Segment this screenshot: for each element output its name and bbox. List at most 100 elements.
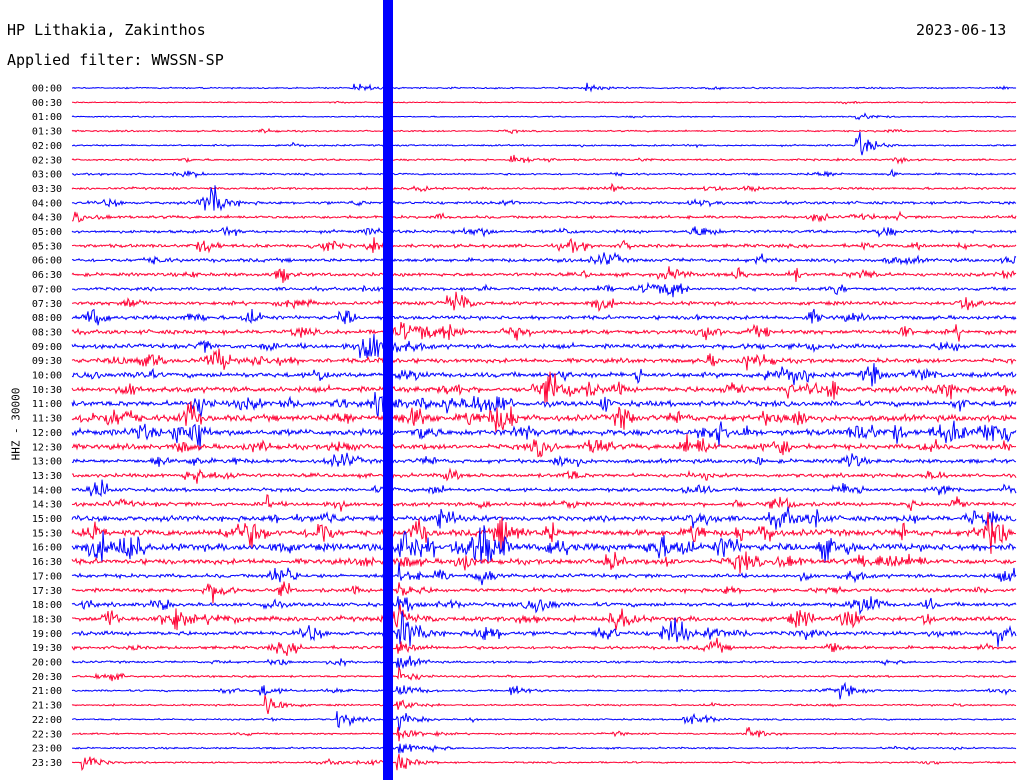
seismic-trace-0100 [71,112,1017,121]
seismic-trace-2230 [71,726,1017,742]
time-tick-label: 11:00 [32,399,62,410]
time-tick-label: 19:30 [32,643,62,654]
major-earthquake-trace [383,0,393,780]
time-tick-label: 06:00 [32,256,62,267]
seismic-trace-1830 [71,604,1017,631]
seismic-trace-0600 [71,251,1017,266]
seismic-trace-1300 [71,452,1017,468]
time-tick-label: 17:30 [32,586,62,597]
seismic-trace-0230 [71,154,1017,165]
time-tick-label: 00:00 [32,84,62,95]
seismic-trace-0800 [71,308,1017,326]
time-tick-label: 13:00 [32,457,62,468]
time-tick-label: 07:30 [32,299,62,310]
seismic-trace-2000 [71,655,1017,670]
seismic-trace-0430 [71,210,1017,223]
seismic-trace-1730 [71,581,1017,604]
time-tick-label: 14:00 [32,485,62,496]
time-tick-label: 10:00 [32,371,62,382]
seismic-trace-2300 [71,743,1017,754]
plot-date: 2023-06-13 [916,21,1007,39]
seismic-trace-0400 [71,185,1017,212]
time-tick-label: 23:00 [32,744,62,755]
time-tick-label: 04:30 [32,213,62,224]
time-tick-label: 05:00 [32,227,62,238]
time-tick-label: 21:30 [32,701,62,712]
seismic-trace-2330 [71,753,1017,772]
time-tick-label: 17:00 [32,571,62,582]
seismic-trace-0630 [71,266,1017,283]
seismic-trace-0700 [71,281,1017,298]
seismic-trace-1530 [71,511,1016,554]
time-tick-label: 12:30 [32,442,62,453]
time-tick-label: 03:00 [32,170,62,181]
time-tick-label: 08:00 [32,313,62,324]
time-tick-label: 16:00 [32,543,62,554]
seismic-trace-1030 [71,371,1017,404]
seismic-trace-2030 [71,665,1017,682]
time-tick-label: 12:00 [32,428,62,439]
seismic-trace-0730 [71,291,1017,313]
seismic-trace-1900 [71,611,1017,647]
seismic-trace-0930 [71,348,1017,371]
station-title: HP Lithakia, Zakinthos [7,21,206,39]
time-tick-label: 15:00 [32,514,62,525]
time-tick-label: 09:00 [32,342,62,353]
time-tick-label: 02:30 [32,155,62,166]
time-tick-label: 20:00 [32,658,62,669]
seismic-trace-1000 [71,363,1017,387]
time-tick-label: 06:30 [32,270,62,281]
time-tick-label: 00:30 [32,98,62,109]
time-tick-label: 14:30 [32,500,62,511]
filter-label: Applied filter: WWSSN-SP [7,51,224,69]
seismic-trace-2100 [71,681,1017,700]
seismic-trace-2130 [71,695,1017,715]
seismic-trace-2200 [71,711,1016,731]
seismic-trace-1930 [71,637,1017,656]
time-tick-label: 23:30 [32,758,62,769]
seismic-trace-1430 [71,494,1016,512]
time-tick-label: 10:30 [32,385,62,396]
time-tick-label: 02:00 [32,141,62,152]
time-tick-label: 05:30 [32,241,62,252]
seismic-trace-0030 [72,100,1017,105]
seismic-trace-1200 [71,420,1017,450]
time-tick-label: 22:00 [32,715,62,726]
seismic-trace-1330 [71,467,1017,484]
seismic-trace-1800 [71,596,1017,616]
seismic-trace-0830 [71,322,1017,342]
time-tick-label: 08:30 [32,327,62,338]
time-tick-label: 15:30 [32,528,62,539]
time-tick-label: 07:00 [32,284,62,295]
seismic-trace-1130 [71,401,1017,433]
seismic-trace-0900 [71,334,1017,359]
seismic-trace-1600 [71,525,1017,564]
seismic-trace-0500 [71,225,1017,238]
seismic-trace-0530 [71,237,1017,254]
seismic-trace-1700 [71,562,1017,586]
seismic-trace-0300 [72,168,1017,179]
time-tick-label: 20:30 [32,672,62,683]
seismic-trace-1230 [71,433,1017,458]
time-tick-label: 19:00 [32,629,62,640]
time-tick-label: 01:30 [32,127,62,138]
seismic-trace-1100 [71,391,1017,418]
time-tick-label: 16:30 [32,557,62,568]
time-tick-label: 01:00 [32,112,62,123]
seismic-trace-1500 [71,506,1017,530]
seismic-trace-1400 [71,479,1017,498]
time-tick-label: 13:30 [32,471,62,482]
time-tick-label: 09:30 [32,356,62,367]
time-tick-label: 18:30 [32,614,62,625]
seismic-trace-0200 [71,131,1017,156]
time-tick-label: 11:30 [32,414,62,425]
time-tick-label: 03:30 [32,184,62,195]
time-tick-label: 21:00 [32,686,62,697]
seismic-trace-0330 [71,182,1017,193]
time-tick-label: 18:00 [32,600,62,611]
seismic-trace-0000 [72,82,1017,93]
time-tick-label: 22:30 [32,729,62,740]
seismic-trace-0130 [71,127,1017,135]
time-tick-label: 04:00 [32,198,62,209]
